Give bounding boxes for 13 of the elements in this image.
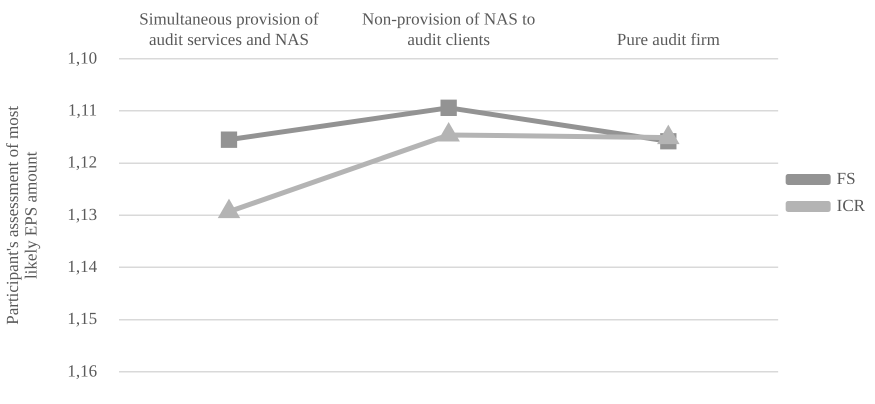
x-tick-label: Simultaneous provision of audit services and NAS	[139, 10, 320, 50]
x-tick-label: Pure audit firm	[616, 30, 720, 50]
y-tick-label: 1,15	[67, 309, 98, 328]
y-tick-label: 1,13	[67, 204, 98, 224]
y-axis-title: Participant's assessment of most likely EPS amount	[2, 106, 41, 325]
y-tick-label: 1,12	[67, 152, 98, 172]
y-tick-label: 1,14	[67, 256, 98, 276]
y-tick-label: 1,11	[68, 100, 98, 120]
x-tick-label: Non-provision of NAS to audit clients	[362, 10, 536, 50]
legend-label: ICR	[836, 196, 866, 215]
legend-label: FS	[836, 168, 856, 188]
y-tick-label: 1,16	[67, 361, 98, 380]
y-tick-label: 1,10	[67, 48, 98, 68]
